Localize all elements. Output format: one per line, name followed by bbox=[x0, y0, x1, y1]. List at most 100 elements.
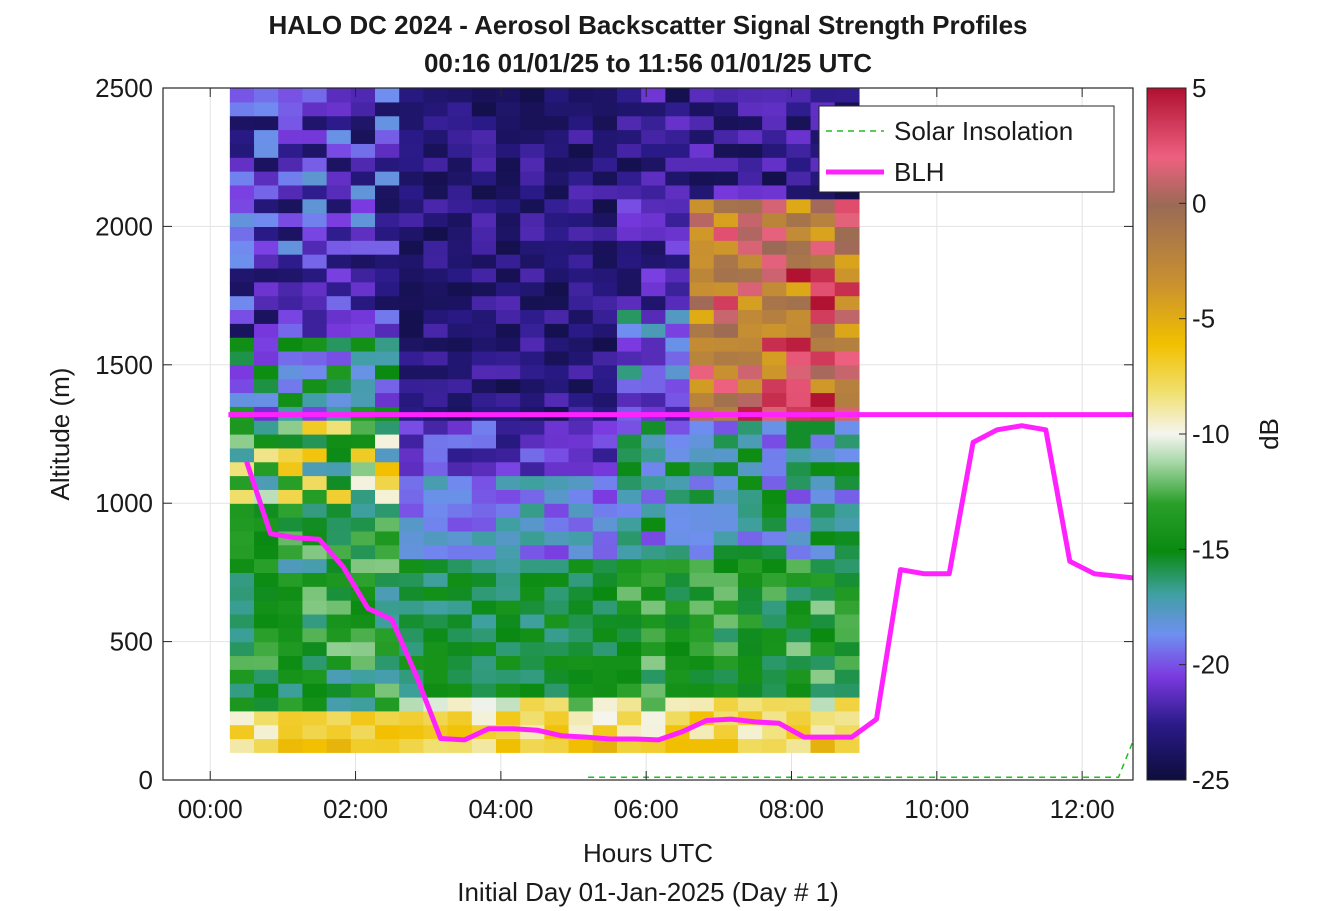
heatmap-cell bbox=[641, 378, 666, 394]
heatmap-cell bbox=[520, 267, 545, 283]
heatmap-cell bbox=[762, 738, 787, 753]
heatmap-cell bbox=[592, 378, 618, 394]
heatmap-cell bbox=[350, 143, 376, 158]
heatmap-cell bbox=[399, 683, 425, 698]
heatmap-cell bbox=[665, 295, 691, 311]
heatmap-cell bbox=[471, 600, 497, 615]
heatmap-cell bbox=[713, 309, 739, 324]
heatmap-cell bbox=[616, 143, 642, 158]
heatmap-cell bbox=[496, 489, 521, 504]
heatmap-cell bbox=[689, 129, 715, 144]
heatmap-cell bbox=[568, 420, 594, 435]
heatmap-cell bbox=[278, 669, 304, 684]
heatmap-cell bbox=[592, 461, 618, 477]
heatmap-cell bbox=[834, 572, 860, 587]
heatmap-cell bbox=[665, 198, 691, 214]
heatmap-cell bbox=[762, 530, 787, 546]
heatmap-cell bbox=[399, 143, 425, 158]
heatmap-cell bbox=[641, 530, 666, 546]
heatmap-cell bbox=[713, 115, 739, 131]
heatmap-cell bbox=[496, 613, 521, 629]
heatmap-cell bbox=[568, 738, 594, 753]
heatmap-cell bbox=[326, 101, 352, 117]
heatmap-cell bbox=[375, 212, 400, 227]
heatmap-cell bbox=[278, 198, 304, 214]
heatmap-cell bbox=[423, 171, 449, 186]
heatmap-cell bbox=[616, 392, 642, 407]
heatmap-cell bbox=[350, 572, 376, 587]
heatmap-cell bbox=[737, 696, 763, 712]
heatmap-cell bbox=[810, 434, 836, 449]
heatmap-cell bbox=[713, 295, 739, 311]
heatmap-cell bbox=[447, 572, 473, 587]
heatmap-cell bbox=[810, 503, 836, 518]
heatmap-cell bbox=[665, 572, 691, 587]
heatmap-cell bbox=[229, 378, 255, 394]
heatmap-cell bbox=[471, 517, 497, 532]
heatmap-cell bbox=[713, 88, 739, 103]
heatmap-cell bbox=[665, 309, 691, 324]
heatmap-cell bbox=[447, 198, 473, 214]
heatmap-cell bbox=[544, 572, 570, 587]
heatmap-cell bbox=[786, 420, 812, 435]
heatmap-cell bbox=[737, 101, 763, 117]
heatmap-cell bbox=[520, 558, 545, 573]
heatmap-cell bbox=[568, 309, 594, 324]
heatmap-cell bbox=[520, 392, 545, 407]
heatmap-cell bbox=[592, 586, 618, 601]
heatmap-cell bbox=[302, 254, 328, 269]
heatmap-cell bbox=[616, 226, 642, 241]
heatmap-cell bbox=[229, 157, 255, 172]
heatmap-cell bbox=[689, 655, 715, 670]
heatmap-cell bbox=[592, 295, 618, 311]
heatmap-cell bbox=[278, 447, 304, 463]
heatmap-cell bbox=[471, 738, 497, 753]
heatmap-cell bbox=[810, 517, 836, 532]
heatmap-cell bbox=[520, 240, 545, 255]
heatmap-cell bbox=[254, 392, 279, 407]
heatmap-cell bbox=[302, 281, 328, 297]
heatmap-cell bbox=[641, 627, 666, 643]
heatmap-cell bbox=[786, 88, 812, 103]
heatmap-cell bbox=[278, 240, 304, 255]
heatmap-cell bbox=[713, 613, 739, 629]
heatmap-cell bbox=[375, 669, 400, 684]
legend-solar-label: Solar Insolation bbox=[894, 116, 1073, 146]
heatmap-cell bbox=[229, 517, 255, 532]
heatmap-cell bbox=[471, 613, 497, 629]
heatmap-cell bbox=[544, 503, 570, 518]
heatmap-cell bbox=[810, 323, 836, 338]
heatmap-cell bbox=[399, 447, 425, 463]
blh-line bbox=[244, 423, 1133, 743]
heatmap-cell bbox=[616, 378, 642, 394]
heatmap-cell bbox=[423, 530, 449, 546]
heatmap-cell bbox=[254, 171, 279, 186]
heatmap-cell bbox=[471, 503, 497, 518]
heatmap-cell bbox=[713, 627, 739, 643]
heatmap-cell bbox=[350, 655, 376, 670]
heatmap-cell bbox=[254, 295, 279, 311]
y-axis: 0 500 1000 1500 2000 2500 bbox=[95, 73, 1133, 795]
heatmap-cell bbox=[713, 198, 739, 214]
heatmap-cell bbox=[375, 600, 400, 615]
heatmap-cell bbox=[592, 392, 618, 407]
heatmap-cell bbox=[641, 350, 666, 366]
heatmap-cell bbox=[737, 115, 763, 131]
heatmap-cell bbox=[568, 641, 594, 657]
heatmap-cell bbox=[375, 309, 400, 324]
heatmap-cell bbox=[520, 101, 545, 117]
heatmap-cell bbox=[616, 254, 642, 269]
heatmap-cell bbox=[520, 198, 545, 214]
heatmap-cell bbox=[423, 420, 449, 435]
heatmap-cell bbox=[737, 475, 763, 490]
heatmap-cell bbox=[350, 184, 376, 200]
heatmap-cell bbox=[665, 489, 691, 504]
heatmap-cell bbox=[278, 323, 304, 338]
heatmap-cell bbox=[278, 517, 304, 532]
heatmap-cell bbox=[762, 337, 787, 352]
heatmap-cell bbox=[834, 434, 860, 449]
heatmap-cell bbox=[496, 240, 521, 255]
heatmap-cell bbox=[229, 710, 255, 726]
heatmap-cell bbox=[326, 323, 352, 338]
heatmap-cell bbox=[641, 669, 666, 684]
